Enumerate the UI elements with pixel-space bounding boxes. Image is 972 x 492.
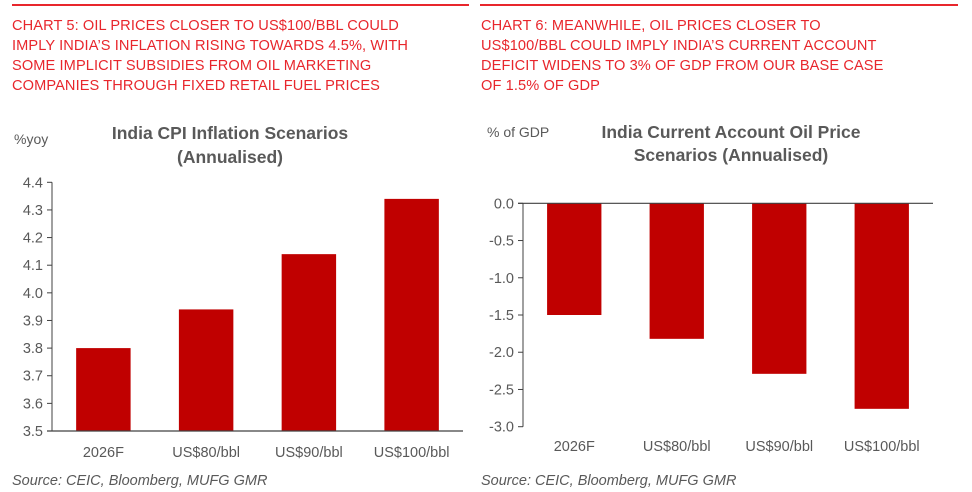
y-tick-label: 4.3 — [23, 203, 43, 219]
heading-line: SOME IMPLICIT SUBSIDIES FROM OIL MARKETI… — [12, 58, 372, 74]
y-axis-label: % of GDP — [487, 124, 549, 140]
chart-title-line: India Current Account Oil Price — [602, 122, 861, 142]
chart-title-line: (Annualised) — [177, 147, 283, 167]
chart-title-line: India CPI Inflation Scenarios — [112, 123, 349, 143]
x-tick-label: US$100/bbl — [844, 439, 920, 455]
bar-2026f — [76, 348, 131, 431]
y-tick-label: 3.7 — [23, 369, 43, 385]
x-tick-label: US$80/bbl — [643, 439, 711, 455]
chart-6-heading: CHART 6: MEANWHILE, OIL PRICES CLOSER TO… — [481, 16, 883, 96]
bar-us-80-bbl — [649, 203, 704, 339]
chart-6-source: Source: CEIC, Bloomberg, MUFG GMR — [481, 473, 737, 489]
heading-line: OF 1.5% OF GDP — [481, 78, 600, 94]
y-axis-label: %yoy — [14, 131, 48, 147]
y-tick-label: 3.8 — [23, 341, 43, 357]
y-tick-label: 4.0 — [23, 286, 43, 302]
bar-2026f — [547, 203, 602, 315]
y-tick-label: 4.2 — [23, 231, 43, 247]
heading-line: CHART 6: MEANWHILE, OIL PRICES CLOSER TO — [481, 18, 821, 34]
heading-line: DEFICIT WIDENS TO 3% OF GDP FROM OUR BAS… — [481, 58, 884, 74]
chart-5-source: Source: CEIC, Bloomberg, MUFG GMR — [12, 473, 268, 489]
y-tick-label: 3.6 — [23, 396, 43, 412]
heading-line: COMPANIES THROUGH FIXED RETAIL FUEL PRIC… — [12, 78, 381, 94]
bar-us-80-bbl — [178, 309, 234, 431]
chart-title-line: Scenarios (Annualised) — [634, 145, 829, 165]
y-tick-label: -2.5 — [489, 382, 514, 398]
heading-line: US$100/BBL COULD IMPLY INDIA’S CURRENT A… — [481, 38, 877, 54]
x-tick-label: US$90/bbl — [745, 439, 813, 455]
x-tick-label: 2026F — [83, 445, 124, 461]
heading-line: CHART 5: OIL PRICES CLOSER TO US$100/BBL… — [12, 18, 399, 34]
x-tick-label: 2026F — [554, 439, 595, 455]
x-tick-label: US$90/bbl — [275, 445, 343, 461]
bar-us-90-bbl — [752, 203, 807, 374]
y-tick-label: 3.5 — [23, 424, 43, 440]
heading-rule — [480, 4, 958, 6]
y-tick-label: -1.5 — [489, 308, 514, 324]
x-tick-label: US$80/bbl — [172, 445, 240, 461]
bar-us-90-bbl — [281, 254, 337, 431]
chart-6-panel: CHART 6: MEANWHILE, OIL PRICES CLOSER TO… — [480, 0, 972, 492]
y-tick-label: -2.0 — [489, 345, 514, 361]
heading-rule — [12, 4, 469, 6]
y-tick-label: -0.5 — [489, 234, 514, 250]
y-tick-label: 0.0 — [494, 196, 514, 212]
heading-line: IMPLY INDIA’S INFLATION RISING TOWARDS 4… — [12, 38, 409, 54]
y-tick-label: -1.0 — [489, 271, 514, 287]
chart-5-heading: CHART 5: OIL PRICES CLOSER TO US$100/BBL… — [12, 16, 408, 96]
y-tick-label: 4.4 — [23, 175, 43, 191]
bar-us-100-bbl — [854, 203, 909, 409]
x-tick-label: US$100/bbl — [374, 445, 450, 461]
y-tick-label: 3.9 — [23, 313, 43, 329]
chart-5-panel: CHART 5: OIL PRICES CLOSER TO US$100/BBL… — [0, 0, 480, 492]
bar-us-100-bbl — [384, 198, 439, 431]
y-tick-label: -3.0 — [489, 420, 514, 436]
y-tick-label: 4.1 — [23, 258, 43, 274]
